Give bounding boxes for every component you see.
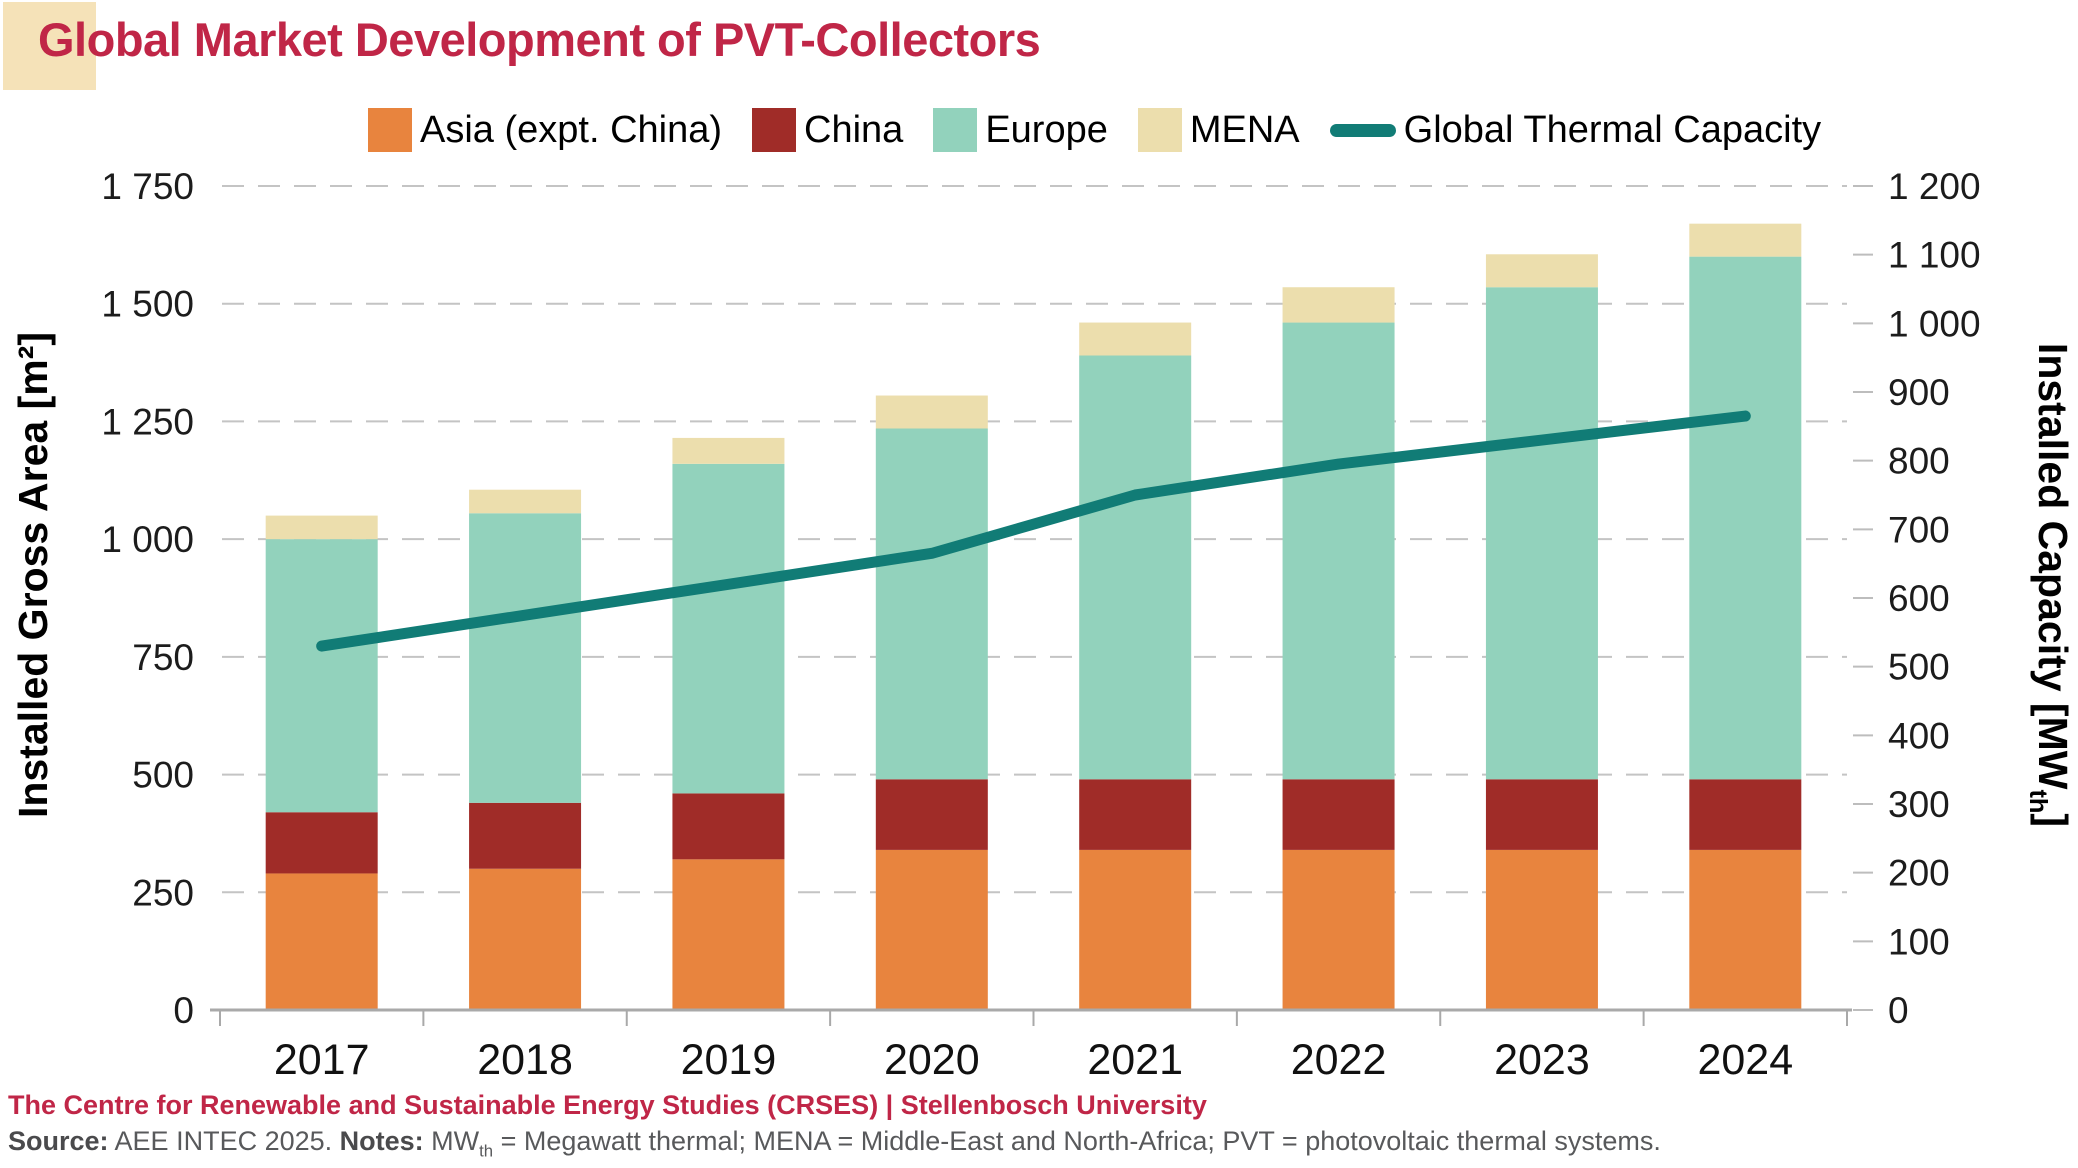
left-axis-title-text: Installed Gross Area [m²] (10, 331, 56, 819)
x-axis-year-label: 2018 (477, 1036, 573, 1084)
left-axis-title: Installed Gross Area [m²] (10, 75, 66, 1075)
right-axis-title-post: ] (2030, 813, 2076, 828)
left-axis-tick-label: 1 500 (101, 284, 194, 325)
mena-swatch (1137, 108, 1182, 152)
x-axis-year-label: 2021 (1087, 1036, 1183, 1084)
bar-segment-2024-asia-expt-china- (1689, 849, 1802, 1010)
bar-segment-2021-mena (1079, 322, 1192, 356)
bar-segment-2018-china (469, 802, 582, 869)
bar-segment-2017-china (265, 812, 378, 874)
bar-segment-2024-mena (1689, 223, 1802, 257)
bar-segment-2019-mena (672, 437, 785, 464)
footer-source-label: Source: (8, 1126, 109, 1156)
footer-notes-label: Notes: (339, 1126, 424, 1156)
right-axis-tick-label: 500 (1888, 647, 1950, 688)
x-axis-year-label: 2020 (884, 1036, 980, 1084)
bar-segment-2023-europe (1485, 287, 1598, 780)
left-axis-tick-label: 250 (132, 872, 194, 913)
bar-segment-2020-china (875, 779, 988, 850)
bar-segment-2017-mena (265, 515, 378, 540)
legend-item-china: China (752, 108, 903, 152)
right-axis-tick-label: 1 100 (1888, 235, 1981, 276)
footer-notes-subscript: th (479, 1141, 494, 1161)
legend-item-europe: Europe (933, 108, 1108, 152)
bar-segment-2021-europe (1079, 355, 1192, 780)
title-accent-square (3, 2, 96, 90)
x-axis-year-label: 2023 (1494, 1036, 1590, 1084)
legend-item-asia: Asia (expt. China) (368, 108, 722, 152)
bar-segment-2022-asia-expt-china- (1282, 849, 1395, 1010)
legend-label-europe: Europe (985, 108, 1108, 151)
bar-segment-2024-europe (1689, 256, 1802, 780)
asia-swatch (368, 108, 412, 152)
right-axis-tick-label: 100 (1888, 921, 1950, 962)
bar-segment-2024-china (1689, 779, 1802, 850)
right-axis-title: Installed Capacity [MWth] (2020, 85, 2076, 1085)
right-axis-tick-label: 900 (1888, 372, 1950, 413)
right-axis-tick-label: 200 (1888, 853, 1950, 894)
europe-swatch (933, 108, 978, 152)
footer-attribution: The Centre for Renewable and Sustainable… (8, 1090, 1207, 1120)
left-axis-tick-label: 1 750 (101, 166, 194, 207)
x-axis-year-label: 2019 (681, 1036, 777, 1084)
x-axis-year-label: 2022 (1291, 1036, 1387, 1084)
right-axis-tick-label: 300 (1888, 784, 1950, 825)
legend-item-mena: MENA (1137, 108, 1300, 152)
right-axis-tick-label: 0 (1888, 990, 1909, 1031)
bar-segment-2020-mena (875, 395, 988, 429)
right-axis-title-sub: th (2023, 789, 2052, 814)
footer-notes-pre: MW (423, 1126, 480, 1156)
bar-segment-2018-europe (469, 513, 582, 803)
footer-source-notes: Source: AEE INTEC 2025. Notes: MWth = Me… (8, 1126, 1661, 1161)
x-axis-year-label: 2024 (1697, 1036, 1793, 1084)
bar-segment-2017-asia-expt-china- (265, 873, 378, 1010)
legend-label-global-thermal-capacity: Global Thermal Capacity (1403, 108, 1822, 151)
legend: Asia (expt. China) China Europe MENA Glo… (368, 101, 1821, 159)
right-axis-tick-label: 1 200 (1888, 166, 1981, 207)
bar-segment-2023-mena (1485, 254, 1598, 288)
left-axis-tick-label: 1 250 (101, 401, 194, 442)
global-thermal-capacity-line (316, 410, 1751, 652)
bar-segment-2022-mena (1282, 287, 1395, 323)
page-title: Global Market Development of PVT-Collect… (38, 13, 1041, 66)
bar-segment-2021-china (1079, 779, 1192, 850)
right-axis-tick-label: 1 000 (1888, 303, 1981, 344)
footer-source-text: AEE INTEC 2025. (108, 1126, 340, 1156)
legend-item-global-thermal-capacity: Global Thermal Capacity (1329, 108, 1822, 152)
bar-segment-2023-asia-expt-china- (1485, 849, 1598, 1010)
bar-segment-2018-mena (469, 489, 582, 514)
china-swatch (752, 108, 797, 152)
left-axis-tick-label: 500 (132, 755, 194, 796)
legend-label-mena: MENA (1189, 108, 1300, 151)
bar-segment-2018-asia-expt-china- (469, 868, 582, 1010)
bar-segment-2017-europe (265, 539, 378, 813)
legend-label-china: China (804, 108, 904, 151)
bar-segment-2019-europe (672, 463, 785, 794)
left-axis-tick-label: 1 000 (101, 519, 194, 560)
right-axis-tick-label: 800 (1888, 441, 1950, 482)
bar-segment-2020-asia-expt-china- (875, 849, 988, 1010)
bar-segment-2023-china (1485, 779, 1598, 850)
bar-segment-2022-china (1282, 779, 1395, 850)
bar-segment-2019-asia-expt-china- (672, 859, 785, 1010)
bar-segment-2020-europe (875, 428, 988, 780)
left-axis-tick-label: 0 (173, 990, 194, 1031)
bar-segment-2022-europe (1282, 322, 1395, 780)
legend-label-asia: Asia (expt. China) (420, 108, 723, 151)
x-axis-year-label: 2017 (274, 1036, 370, 1084)
right-axis-tick-label: 600 (1888, 578, 1950, 619)
bar-segment-2021-asia-expt-china- (1079, 849, 1192, 1010)
right-axis-tick-label: 700 (1888, 509, 1950, 550)
left-axis-tick-label: 750 (132, 637, 194, 678)
footer-notes-post: = Megawatt thermal; MENA = Middle-East a… (493, 1126, 1661, 1156)
right-axis-tick-label: 400 (1888, 715, 1950, 756)
right-axis-title-pre: Installed Capacity [MW (2030, 342, 2076, 790)
bar-segment-2019-china (672, 793, 785, 860)
thermal-capacity-line-swatch (1329, 123, 1396, 137)
